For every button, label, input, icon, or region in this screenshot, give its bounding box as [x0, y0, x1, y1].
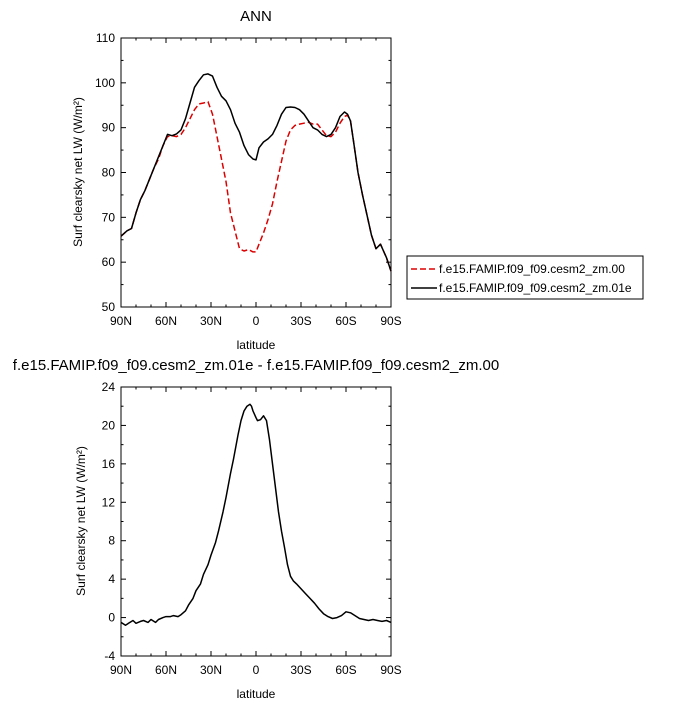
chart1-series-line-1: [120, 73, 392, 272]
chart2-y-axis-label: Surf clearsky net LW (W/m²): [74, 446, 88, 596]
chart2-title: f.e15.FAMIP.f09_f09.cesm2_zm.01e - f.e15…: [13, 357, 499, 374]
chart1-y-tick-label: 110: [96, 31, 115, 45]
chart1-x-tick-label: 30S: [290, 314, 311, 328]
chart2-x-axis-label: latitude: [237, 687, 276, 701]
chart2-y-tick-label: 8: [108, 534, 115, 548]
chart1-plot-frame: [120, 37, 392, 308]
legend-frame: [406, 255, 644, 300]
chart1-y-tick-label: 60: [102, 255, 116, 269]
chart2-x-tick-label: 90S: [380, 663, 401, 677]
chart1-x-tick-label: 60N: [155, 314, 177, 328]
chart2-x-tick-label: 60N: [155, 663, 177, 677]
chart1-legend: f.e15.FAMIP.f09_f09.cesm2_zm.00 f.e15.FA…: [406, 255, 644, 300]
chart2-y-tick-label: 12: [102, 495, 116, 509]
chart2-x-tick-label: 90N: [110, 663, 132, 677]
chart1-y-tick-label: 90: [102, 121, 116, 135]
chart2-x-tick-label: 30N: [200, 663, 222, 677]
chart1-series-line-0: [120, 100, 392, 272]
chart1-x-tick-label: 0: [253, 314, 260, 328]
chart1-x-tick-label: 30N: [200, 314, 222, 328]
chart1-x-tick-label: 90N: [110, 314, 132, 328]
legend-label-series-01e: f.e15.FAMIP.f09_f09.cesm2_zm.01e: [439, 281, 632, 295]
chart1-y-tick-label: 70: [102, 210, 116, 224]
chart1-x-axis-label: latitude: [237, 338, 276, 352]
chart1-y-tick-label: 100: [95, 76, 115, 90]
chart2-y-tick-label: 24: [102, 380, 116, 394]
chart1-x-tick-label: 60S: [335, 314, 356, 328]
chart1-x-tick-label: 90S: [380, 314, 401, 328]
chart2-x-tick-label: 0: [253, 663, 260, 677]
chart1-title: ANN: [240, 8, 272, 25]
chart2-x-tick-label: 30S: [290, 663, 311, 677]
chart2-y-tick-label: 0: [108, 611, 115, 625]
chart2-y-tick-label: 20: [102, 418, 116, 432]
chart2-y-tick-label: -4: [104, 649, 115, 663]
legend-label-series-00: f.e15.FAMIP.f09_f09.cesm2_zm.00: [439, 262, 625, 276]
chart1-y-axis-label: Surf clearsky net LW (W/m²): [71, 97, 85, 247]
chart2-x-tick-label: 60S: [335, 663, 356, 677]
chart1-y-tick-label: 80: [102, 166, 116, 180]
chart2-series-line-0: [120, 403, 392, 627]
chart2-plot-frame: [120, 386, 392, 657]
chart2-y-tick-label: 16: [102, 457, 116, 471]
chart2-y-tick-label: 4: [108, 572, 115, 586]
chart1-y-tick-label: 50: [102, 300, 116, 314]
